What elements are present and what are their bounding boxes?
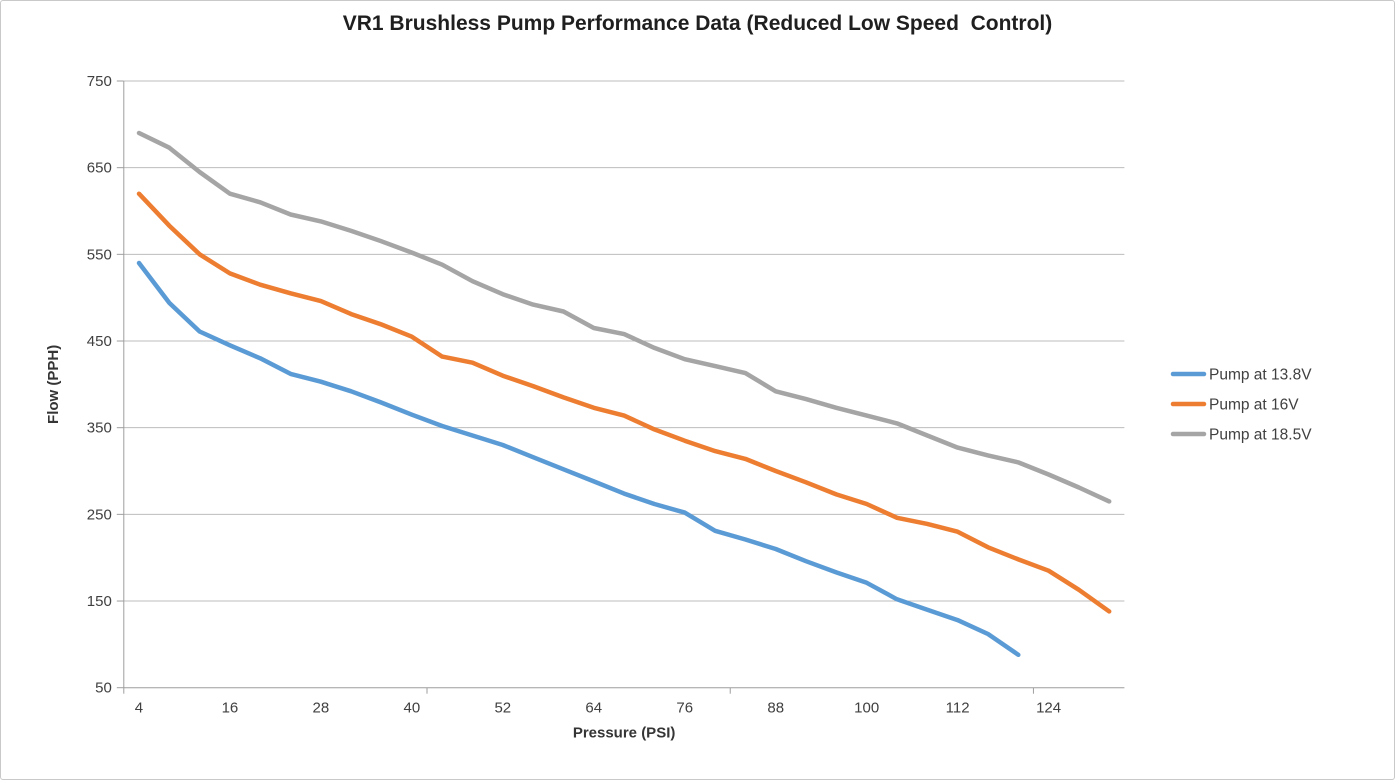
y-tick-label-550: 550 xyxy=(87,246,112,263)
y-tick-label-350: 350 xyxy=(87,420,112,437)
x-tick-label-124: 124 xyxy=(1036,700,1061,717)
legend-label-pump-at-16v: Pump at 16V xyxy=(1209,397,1299,414)
y-tick-label-150: 150 xyxy=(87,593,112,610)
legend-label-pump-at-18-5v: Pump at 18.5V xyxy=(1209,427,1312,444)
x-tick-label-4: 4 xyxy=(135,700,143,717)
series-line-pump-at-13-8v xyxy=(136,260,1021,658)
y-tick-label-650: 650 xyxy=(87,160,112,177)
x-tick-label-28: 28 xyxy=(313,700,330,717)
x-tick-label-100: 100 xyxy=(854,700,879,717)
x-tick-label-16: 16 xyxy=(222,700,239,717)
y-tick-label-250: 250 xyxy=(87,506,112,523)
series-line-pump-at-18-5v xyxy=(136,130,1112,504)
x-tick-label-88: 88 xyxy=(767,700,784,717)
y-tick-label-750: 750 xyxy=(87,73,112,90)
legend-label-pump-at-13-8v: Pump at 13.8V xyxy=(1209,367,1312,384)
x-axis-title: Pressure (PSI) xyxy=(573,725,676,742)
y-tick-label-450: 450 xyxy=(87,333,112,350)
y-tick-label-50: 50 xyxy=(95,680,112,697)
x-tick-label-112: 112 xyxy=(946,700,970,717)
x-tick-label-52: 52 xyxy=(494,700,511,717)
x-tick-label-40: 40 xyxy=(404,700,421,717)
series-line-pump-at-16v xyxy=(136,191,1112,614)
x-tick-label-76: 76 xyxy=(676,700,693,717)
y-axis-title: Flow (PPH) xyxy=(45,345,62,424)
chart-title: VR1 Brushless Pump Performance Data (Red… xyxy=(342,12,1053,35)
x-tick-label-64: 64 xyxy=(585,700,602,717)
